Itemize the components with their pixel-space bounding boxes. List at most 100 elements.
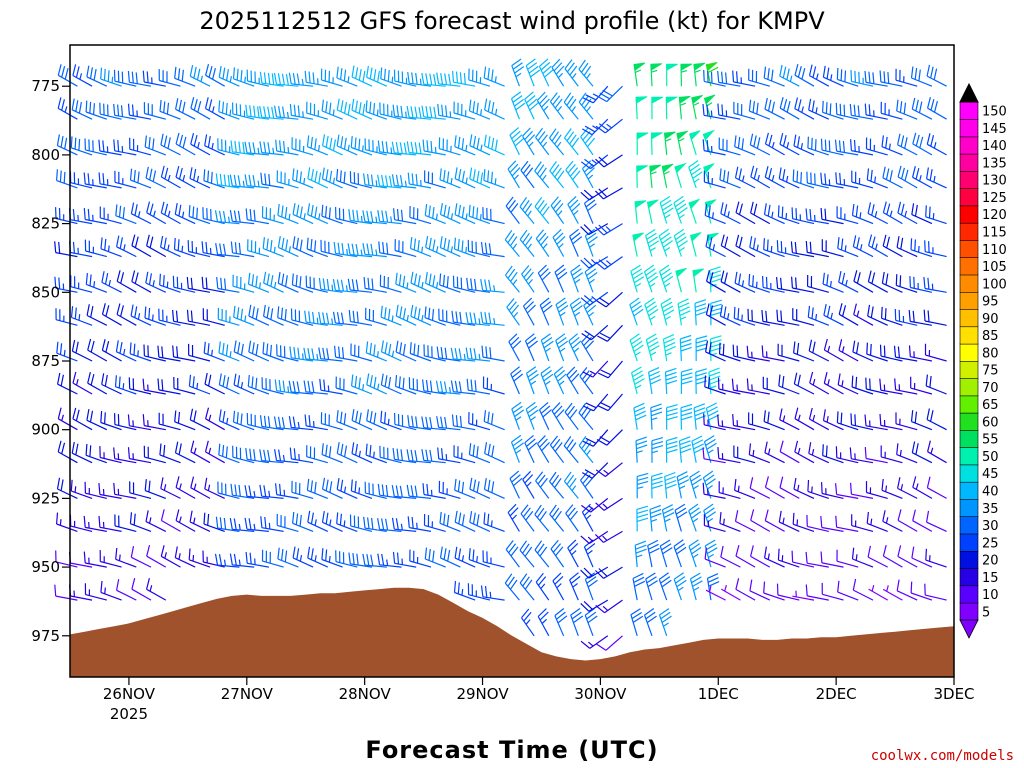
colorbar-label: 60 <box>982 415 999 430</box>
wind-barb <box>424 306 446 326</box>
wind-barbs <box>54 58 947 651</box>
colorbar-swatch <box>959 585 979 604</box>
wind-barb <box>114 375 137 395</box>
wind-barb <box>145 271 167 293</box>
wind-barb <box>864 103 888 120</box>
wind-barb <box>791 207 815 225</box>
wind-barb <box>377 517 402 532</box>
wind-barb <box>131 270 152 293</box>
colorbar-swatch <box>959 170 979 190</box>
wind-barb <box>510 434 524 463</box>
wind-barb <box>779 133 800 156</box>
wind-barb <box>762 376 785 395</box>
wind-barb <box>483 169 505 189</box>
wind-barb <box>245 104 269 120</box>
wind-barb <box>923 309 947 326</box>
wind-barb <box>113 447 137 464</box>
wind-barb <box>805 584 829 601</box>
wind-barb <box>84 138 107 156</box>
wind-barb <box>362 242 387 258</box>
wind-barb <box>160 165 181 189</box>
wind-barb <box>453 101 476 120</box>
wind-barb <box>835 515 859 532</box>
wind-barb <box>215 516 240 532</box>
wind-barb <box>454 478 476 499</box>
wind-barb <box>762 275 785 293</box>
wind-barb <box>335 376 358 395</box>
wind-barb <box>172 345 196 362</box>
wind-barb <box>864 414 888 431</box>
wind-barb <box>129 137 152 156</box>
y-tick-label: 775 <box>31 77 60 95</box>
wind-barb <box>748 99 771 120</box>
wind-barb <box>580 127 596 156</box>
wind-flag <box>665 96 678 104</box>
x-tick-sublabel: 2025 <box>110 705 148 723</box>
wind-barb <box>248 304 270 326</box>
wind-barb <box>465 311 490 326</box>
wind-barb <box>583 539 596 568</box>
wind-barb <box>363 277 387 293</box>
wind-flag <box>703 163 715 174</box>
wind-barb <box>145 510 167 532</box>
wind-barb <box>218 65 240 87</box>
wind-barb <box>83 208 107 225</box>
wind-barb <box>98 172 122 189</box>
wind-barb <box>129 168 152 189</box>
wind-barb <box>205 407 225 431</box>
wind-barb <box>216 277 240 293</box>
wind-barb <box>421 416 446 431</box>
wind-barb <box>749 477 771 499</box>
wind-barb <box>881 271 903 293</box>
wind-barb <box>217 307 240 326</box>
wind-barb <box>535 229 550 257</box>
wind-barb <box>127 447 152 464</box>
credit-text[interactable]: coolwx.com/models <box>871 748 1014 764</box>
wind-barb <box>912 132 933 156</box>
wind-barb <box>190 97 211 120</box>
wind-barb <box>204 372 225 395</box>
wind-barb <box>805 240 829 258</box>
wind-barb <box>307 510 329 532</box>
wind-barb <box>747 308 770 326</box>
wind-barb <box>720 545 741 568</box>
wind-barb <box>851 204 874 225</box>
wind-flag <box>705 62 718 72</box>
wind-barb <box>879 414 903 431</box>
wind-barb <box>87 338 108 362</box>
wind-barb <box>115 547 137 568</box>
wind-barb <box>217 138 240 156</box>
wind-barb <box>664 471 677 499</box>
wind-barb <box>849 103 874 120</box>
wind-barb <box>895 412 918 431</box>
wind-barb <box>143 344 166 362</box>
wind-barb <box>794 64 815 87</box>
wind-barb <box>820 172 844 189</box>
wind-barb <box>467 239 491 258</box>
wind-barb <box>794 440 815 464</box>
wind-barb <box>570 608 584 637</box>
wind-barb <box>689 470 703 499</box>
wind-barb <box>306 478 329 499</box>
wind-barb <box>160 509 181 532</box>
wind-barb <box>349 171 373 189</box>
wind-barb <box>380 410 402 431</box>
wind-barb <box>694 299 707 326</box>
wind-barb <box>410 271 432 293</box>
wind-barb <box>87 371 108 395</box>
wind-barb <box>519 573 535 601</box>
wind-barb <box>643 264 659 293</box>
wind-barb <box>554 264 568 293</box>
wind-barb <box>452 70 476 87</box>
colorbar-label: 55 <box>982 433 999 448</box>
wind-barb <box>394 412 417 431</box>
wind-barb <box>522 470 535 499</box>
wind-barb <box>551 58 565 87</box>
wind-barb <box>71 98 93 120</box>
wind-barb <box>894 378 918 395</box>
wind-barb <box>838 270 859 293</box>
wind-barb <box>276 170 299 189</box>
wind-barb <box>519 540 535 568</box>
wind-barb <box>56 169 78 189</box>
wind-barb <box>926 133 947 156</box>
